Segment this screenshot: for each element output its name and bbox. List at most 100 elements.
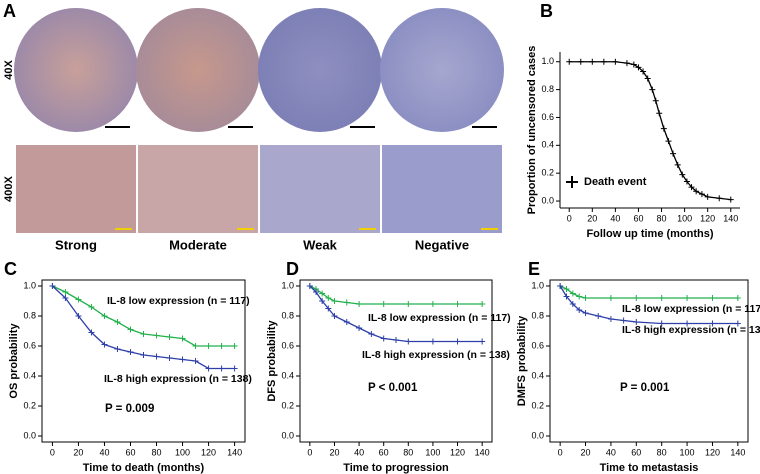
x-axis-title: Time to progression — [343, 462, 449, 474]
censor-mark — [576, 293, 583, 300]
x-tick-label: 140 — [227, 447, 242, 457]
censor-mark — [368, 331, 375, 337]
censor-mark — [75, 313, 82, 319]
tissue-field — [260, 145, 380, 233]
p-value: P = 0.009 — [105, 403, 154, 415]
tissue-field — [138, 145, 258, 233]
censor-mark — [582, 310, 589, 316]
censor-mark — [331, 313, 338, 319]
x-tick-label: 120 — [201, 447, 216, 457]
censor-mark — [566, 58, 573, 65]
censor-mark — [231, 343, 238, 349]
censor-mark — [153, 353, 160, 360]
x-tick-label: 140 — [475, 447, 490, 457]
censor-mark — [557, 283, 564, 289]
censor-mark — [589, 58, 596, 65]
censor-mark — [649, 86, 656, 93]
x-tick-label: 120 — [700, 213, 715, 223]
x-axis-title: Time to metastasis — [600, 462, 699, 474]
censor-mark — [630, 61, 637, 68]
p-value: P = 0.001 — [620, 382, 670, 394]
plot-frame — [549, 279, 749, 443]
censor-mark — [660, 125, 667, 132]
y-tick-label: 1.0 — [281, 280, 294, 290]
legend-label: Death event — [584, 176, 647, 188]
x-tick-label: 100 — [425, 447, 440, 457]
x-tick-label: 20 — [73, 447, 83, 457]
series-label: IL-8 high expression (n = 138) — [622, 324, 760, 336]
y-axis-title: Proportion of uncensored cases — [526, 46, 538, 215]
x-tick-label: 60 — [631, 447, 641, 457]
censor-mark — [612, 58, 619, 65]
y-tick-label: 0.8 — [23, 310, 36, 320]
censor-mark — [319, 290, 326, 297]
censor-mark — [674, 161, 681, 168]
p-value: P < 0.001 — [368, 382, 418, 394]
censor-mark — [727, 196, 734, 203]
x-tick-label: 60 — [633, 213, 643, 223]
censor-mark — [716, 195, 723, 202]
x-tick-label: 40 — [610, 213, 620, 223]
x-tick-label: 140 — [730, 447, 745, 457]
panel-label: E — [528, 259, 540, 279]
censor-mark — [633, 319, 640, 325]
x-tick-label: 80 — [657, 213, 667, 223]
censor-mark — [688, 184, 695, 191]
censor-mark — [577, 58, 584, 65]
x-tick-label: 0 — [50, 447, 55, 457]
censor-mark — [633, 295, 640, 301]
panel-label: C — [4, 259, 17, 279]
censor-mark — [166, 355, 173, 361]
censor-mark — [635, 64, 642, 71]
censor-mark — [582, 295, 589, 301]
row-label: 400X — [3, 175, 15, 201]
x-tick-label: 140 — [723, 213, 738, 223]
x-tick-label: 100 — [175, 447, 190, 457]
censor-mark — [683, 178, 690, 185]
x-tick-label: 100 — [677, 213, 692, 223]
x-tick-label: 60 — [379, 447, 389, 457]
y-tick-label: 0.4 — [281, 370, 294, 380]
censor-mark — [231, 365, 238, 372]
censor-mark — [479, 338, 486, 345]
censor-mark — [600, 58, 607, 65]
y-tick-label: 0.8 — [531, 310, 544, 320]
censor-mark — [75, 296, 82, 303]
censor-mark — [595, 313, 602, 319]
censor-mark — [734, 295, 741, 301]
censor-mark — [563, 286, 570, 292]
panel-label: D — [286, 259, 299, 279]
censor-mark — [62, 289, 69, 295]
column-label: Negative — [415, 237, 469, 252]
series-label: IL-8 low expression (n = 117) — [622, 303, 760, 315]
x-axis-title: Time to death (months) — [83, 462, 205, 474]
y-tick-label: 0.4 — [541, 140, 554, 150]
x-tick-label: 40 — [354, 447, 364, 457]
x-tick-label: 120 — [450, 447, 465, 457]
x-axis-title: Follow up time (months) — [586, 228, 713, 240]
column-label: Moderate — [169, 237, 227, 252]
y-tick-label: 0.6 — [23, 340, 36, 350]
censor-mark — [325, 295, 332, 301]
y-tick-label: 0.2 — [23, 400, 36, 410]
y-tick-label: 0.8 — [281, 310, 294, 320]
y-tick-label: 0.6 — [541, 112, 554, 122]
censor-mark — [166, 334, 173, 340]
censor-mark — [623, 60, 630, 67]
x-tick-label: 20 — [581, 447, 591, 457]
censor-mark — [454, 338, 461, 345]
censor-mark — [319, 298, 326, 304]
tissue-core — [380, 8, 504, 132]
survival-curve — [309, 285, 483, 305]
column-label: Weak — [303, 237, 337, 252]
censor-mark — [563, 293, 570, 300]
censor-mark — [101, 313, 108, 319]
censor-mark — [658, 320, 665, 327]
row-label: 40X — [3, 60, 15, 80]
censor-mark — [670, 150, 677, 157]
censor-mark — [640, 68, 647, 75]
censor-mark — [693, 188, 700, 195]
x-tick-label: 0 — [558, 447, 563, 457]
x-tick-label: 0 — [307, 447, 312, 457]
